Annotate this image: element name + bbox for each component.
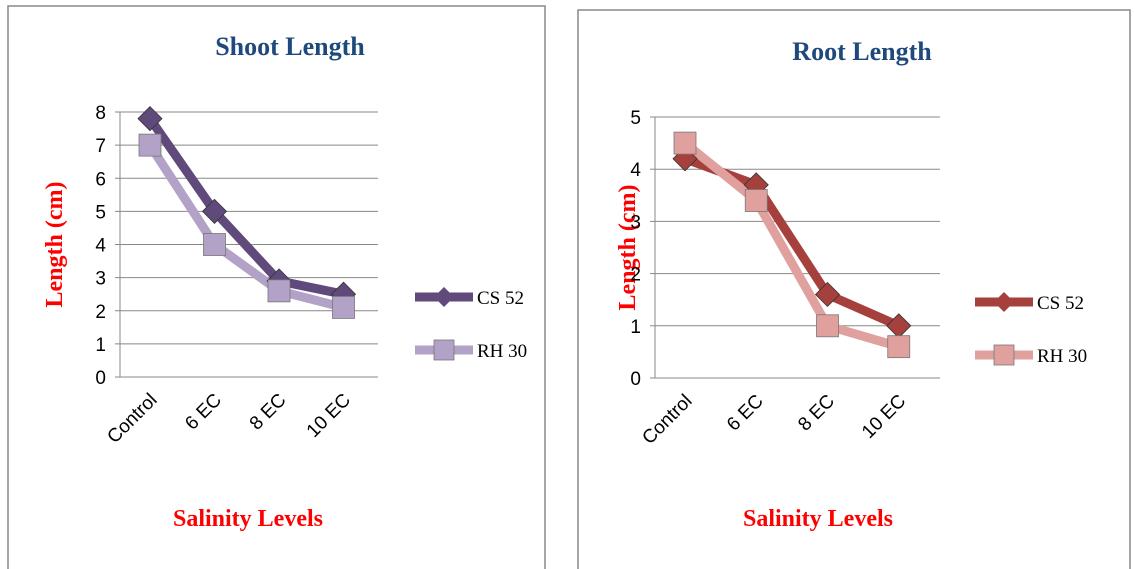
x-tick-label: 10 EC: [303, 390, 355, 442]
x-tick-label: Control: [103, 390, 161, 448]
marker: [203, 233, 226, 256]
y-tick-label: 8: [95, 103, 106, 124]
chart-title: Root Length: [792, 37, 932, 66]
marker: [137, 106, 163, 132]
y-axis-label: Length (cm): [42, 182, 68, 308]
y-tick-label: 4: [95, 236, 106, 257]
legend-marker: [993, 344, 1015, 366]
chart-title: Shoot Length: [215, 32, 365, 61]
x-tick-label: 8 EC: [246, 390, 291, 435]
x-tick-label: 8 EC: [794, 391, 839, 436]
legend-label: RH 30: [1037, 346, 1087, 367]
y-tick-label: 3: [95, 269, 106, 290]
legend-label: CS 52: [477, 288, 524, 309]
marker: [332, 296, 355, 319]
series-line: [682, 139, 901, 351]
marker: [744, 189, 768, 212]
x-tick-label: 10 EC: [858, 391, 910, 443]
marker: [887, 335, 911, 359]
marker: [138, 133, 162, 157]
panel-border: [577, 9, 1131, 569]
y-tick-label: 0: [95, 368, 106, 389]
x-tick-label: Control: [638, 391, 696, 449]
marker: [201, 198, 228, 224]
y-tick-label: 0: [630, 369, 641, 390]
marker: [267, 279, 291, 303]
marker: [814, 281, 841, 308]
y-tick-label: 1: [95, 335, 106, 356]
y-axis-label: Length (cm): [615, 185, 641, 311]
x-axis-label: Salinity Levels: [743, 506, 893, 532]
y-tick-label: 6: [95, 169, 106, 190]
series-line: [683, 154, 901, 330]
marker: [816, 314, 839, 338]
y-tick-label: 5: [95, 202, 106, 223]
marker: [673, 131, 697, 155]
panel-border: [7, 5, 546, 569]
y-tick-label: 2: [630, 265, 641, 286]
legend-label: CS 52: [1037, 293, 1084, 314]
legend-marker: [994, 292, 1014, 312]
y-tick-label: 4: [630, 160, 641, 181]
x-axis-label: Salinity Levels: [173, 506, 323, 532]
y-tick-label: 3: [630, 212, 641, 233]
y-tick-label: 7: [95, 136, 106, 157]
legend-label: RH 30: [477, 341, 527, 362]
y-tick-label: 5: [630, 108, 641, 129]
legend-marker: [433, 339, 455, 361]
y-tick-label: 2: [95, 302, 106, 323]
legend-marker: [434, 287, 454, 307]
series-line: [146, 116, 345, 299]
x-tick-label: 6 EC: [181, 390, 226, 435]
y-tick-label: 1: [630, 317, 641, 338]
series-line: [146, 142, 345, 312]
x-tick-label: 6 EC: [723, 391, 768, 436]
